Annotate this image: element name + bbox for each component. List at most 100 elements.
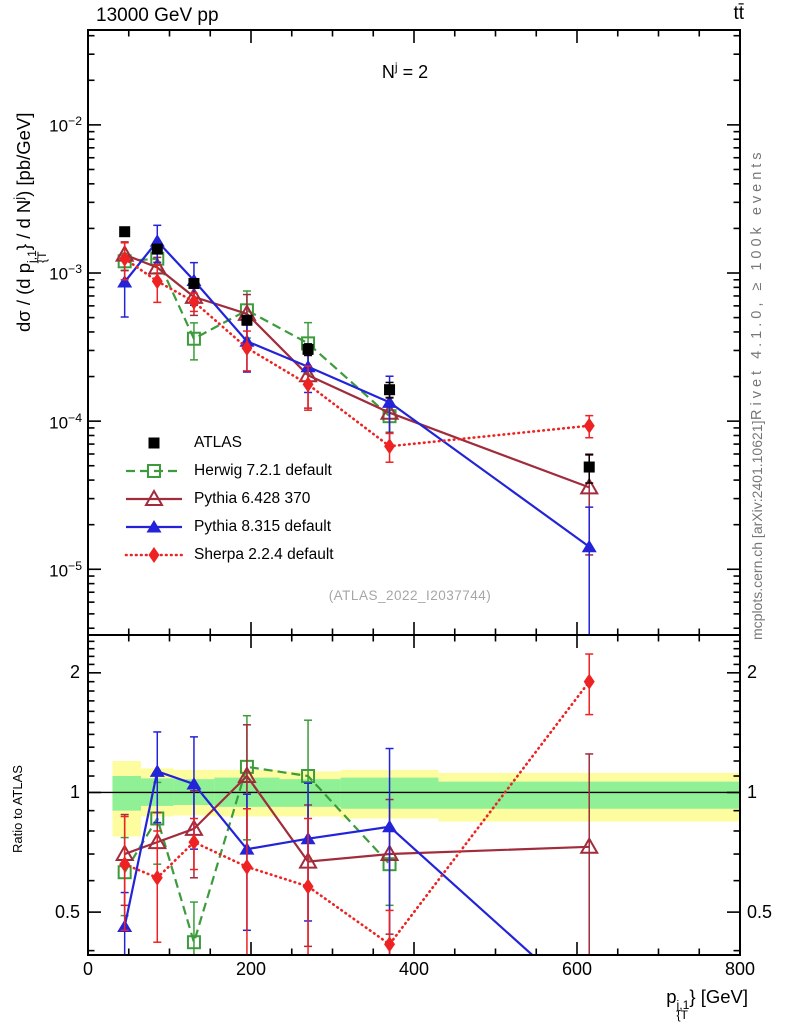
marker	[301, 769, 316, 784]
series-ratio-sherpa	[119, 653, 595, 955]
mcplots-arxiv-note: mcplots.cern.ch [arXiv:2401.10621]	[749, 420, 765, 640]
annotation-sup: j	[394, 60, 398, 74]
ratio-tick-1-right: 1	[747, 782, 758, 802]
ratio-tick-05-right: 0.5	[747, 902, 773, 922]
tick-base: 10	[49, 561, 69, 581]
legend-marker-pythia6	[126, 488, 182, 506]
rivet-version-note: Rivet 4.1.0, ≥ 100k events	[749, 148, 765, 420]
marker	[144, 488, 164, 506]
ratio-tick-2-left: 2	[69, 662, 80, 682]
legend-glyph-pythia8	[126, 520, 182, 533]
marker	[148, 437, 160, 449]
marker	[579, 477, 599, 495]
y-axis-title: dσ / (d p j,1 {T} / d Nj) [pb/GeV]	[12, 113, 49, 332]
legend-glyph-sherpa	[124, 547, 184, 563]
series-ratio-herwig	[117, 714, 397, 955]
legend-marker-atlas	[148, 437, 160, 449]
marker	[302, 878, 314, 895]
ratio-tick-05-left: 0.5	[54, 902, 80, 922]
marker	[384, 438, 396, 455]
marker	[186, 935, 201, 950]
marker	[382, 819, 398, 833]
njet-annotation: Nj = 2	[305, 60, 505, 83]
marker	[384, 936, 396, 953]
legend-glyph-pythia6	[126, 488, 182, 506]
legend-marker-sherpa	[124, 547, 184, 563]
legend-item-sherpa: Sherpa 2.2.4 default	[124, 544, 334, 566]
ratio-tick-2-right: 2	[747, 662, 758, 682]
marker	[186, 331, 201, 346]
y-title-part2: } / d N	[13, 199, 35, 251]
marker	[583, 461, 595, 473]
marker	[149, 764, 165, 777]
marker	[117, 274, 133, 288]
legend-item-atlas: ATLAS	[124, 432, 242, 454]
marker	[148, 547, 160, 563]
annotation-base: N	[381, 62, 395, 82]
legend-marker-herwig	[126, 464, 182, 478]
x-tick-0: 0	[82, 959, 93, 979]
x-tick-600: 600	[561, 959, 593, 979]
legend-label-atlas: ATLAS	[194, 434, 242, 451]
marker	[119, 250, 131, 267]
legend-glyph-herwig	[126, 464, 182, 478]
x-title-sub: {T	[676, 1007, 689, 1022]
marker	[188, 293, 200, 310]
ratio-tick-1-left: 1	[69, 782, 80, 802]
marker	[149, 234, 165, 247]
marker	[579, 836, 599, 854]
y-title-nsup: j	[12, 196, 26, 200]
marker	[146, 520, 162, 533]
legend-marker-pythia8	[126, 520, 182, 533]
analysis-watermark: (ATLAS_2022_I2037744)	[328, 588, 492, 603]
legend-item-pythia8: Pythia 8.315 default	[124, 516, 331, 538]
marker	[302, 343, 314, 355]
series-main-atlas	[119, 226, 595, 484]
legend-item-pythia6: Pythia 6.428 370	[124, 488, 310, 510]
legend-label-pythia6: Pythia 6.428 370	[194, 490, 311, 507]
legend-label-herwig: Herwig 7.2.1 default	[194, 462, 332, 479]
y-tick-1e-4: 10−4	[28, 411, 82, 434]
y-tick-1e-3: 10−3	[28, 262, 82, 285]
marker	[186, 777, 202, 790]
marker	[581, 539, 597, 553]
tick-base: 10	[49, 264, 69, 284]
annotation-rest: = 2	[397, 62, 429, 82]
marker	[188, 834, 200, 851]
marker	[583, 417, 595, 434]
legend-label-pythia8: Pythia 8.315 default	[194, 518, 332, 535]
legend-glyph-atlas	[148, 437, 160, 449]
y-tick-1e-5: 10−5	[28, 559, 82, 582]
marker	[241, 314, 253, 326]
marker	[188, 277, 200, 289]
y-tick-1e-2: 10−2	[28, 114, 82, 137]
legend-label-sherpa: Sherpa 2.2.4 default	[194, 546, 334, 563]
band-green-segment	[112, 776, 141, 811]
x-title-tail: } [GeV]	[689, 986, 748, 1007]
process-title: tt̄	[733, 3, 744, 24]
tick-exp: −5	[68, 559, 82, 573]
marker	[241, 339, 253, 356]
ratio-axis-title: Ratio to ATLAS	[10, 765, 25, 853]
marker	[382, 395, 398, 408]
marker	[302, 376, 314, 393]
x-title-sup: j,1	[676, 998, 690, 1013]
x-tick-400: 400	[398, 959, 430, 979]
marker	[119, 226, 131, 238]
x-tick-800: 800	[724, 959, 756, 979]
marker	[119, 856, 131, 873]
x-title-base: p	[666, 986, 677, 1007]
legend-item-herwig: Herwig 7.2.1 default	[124, 460, 332, 482]
tick-base: 10	[49, 413, 69, 433]
beam-energy-title: 13000 GeV pp	[96, 5, 219, 26]
marker	[147, 464, 161, 478]
marker	[241, 858, 253, 875]
series-ratio-pythia6	[114, 724, 599, 955]
tick-base: 10	[49, 116, 69, 136]
marker	[151, 869, 163, 886]
marker	[384, 384, 396, 396]
ratio-panel-frame	[87, 634, 741, 956]
x-tick-200: 200	[235, 959, 267, 979]
